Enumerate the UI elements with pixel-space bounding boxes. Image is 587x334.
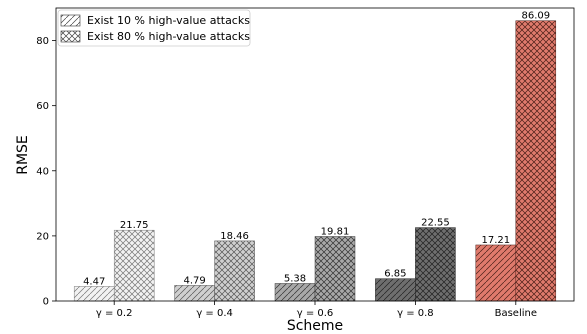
bar-series-2-0 [113,229,155,302]
bar-series-2-2 [314,236,356,302]
y-tick-label: 40 [36,166,49,177]
bar-value-label: 86.09 [521,11,550,22]
bar-series-1-0 [73,286,115,302]
legend-box [57,9,251,47]
y-tick-label: 60 [36,101,49,112]
x-axis-title: Scheme [287,318,343,334]
bar-value-label: 6.85 [384,269,406,280]
bar-series-1-2 [274,283,316,302]
legend-label-series-1: Exist 10 % high-value attacks [87,14,250,27]
legend: Exist 10 % high-value attacks Exist 80 %… [57,9,251,47]
legend-swatch-series-2 [60,30,81,43]
bar-value-label: 17.21 [481,235,510,246]
legend-label-series-2: Exist 80 % high-value attacks [87,30,250,43]
x-axis: γ = 0.2 γ = 0.4 γ = 0.6 γ = 0.8 Baseline [96,301,537,319]
bar-value-label: 4.79 [183,275,205,286]
bar-value-label: 4.47 [83,276,105,287]
bars-group [73,20,557,302]
plot-frame [55,7,575,302]
y-axis: 0 20 40 60 80 [36,36,56,308]
y-tick-label: 80 [36,36,49,47]
bar-series-1-3 [375,278,416,302]
legend-swatch-series-1 [60,14,81,27]
x-tick-label: γ = 0.8 [397,308,434,319]
x-tick-label: γ = 0.6 [297,308,334,319]
x-tick-label: γ = 0.2 [96,308,133,319]
bar-series-2-4 [515,20,557,302]
bar-series-2-3 [415,227,456,302]
bar-series-2-1 [214,240,255,302]
bar-labels-group: 4.47 21.75 4.79 18.46 5.38 19.81 6.85 22.55 17.2… [83,11,550,288]
bar-value-label: 19.81 [321,227,350,238]
bar-value-label: 5.38 [284,273,306,284]
y-axis-title: RMSE [15,135,31,175]
y-tick-label: 0 [43,297,49,308]
bar-value-label: 21.75 [120,220,149,231]
x-tick-label: γ = 0.4 [196,308,233,319]
y-tick-label: 20 [36,231,49,242]
x-tick-label: Baseline [495,308,537,319]
bar-value-label: 18.46 [220,231,249,242]
bar-value-label: 22.55 [421,218,450,229]
bar-series-1-4 [475,244,517,302]
bar-series-1-1 [174,285,215,302]
